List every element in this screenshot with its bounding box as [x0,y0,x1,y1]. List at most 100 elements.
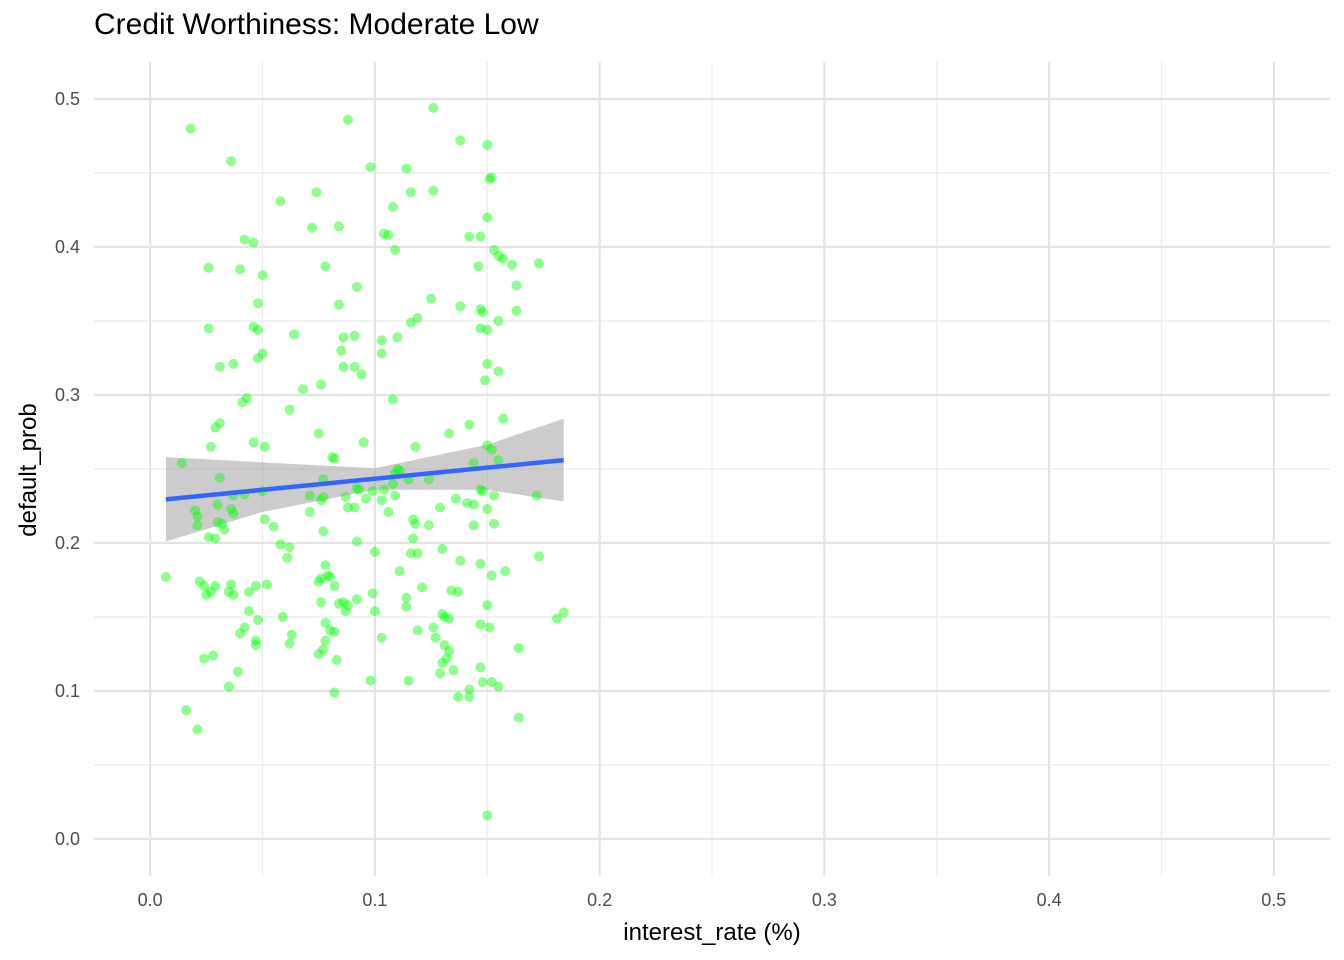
data-point [199,580,210,591]
data-point [428,102,439,113]
x-tick-label: 0.4 [1037,890,1062,910]
data-point [378,228,389,239]
data-point [217,518,228,529]
data-point [201,589,212,600]
x-axis-ticks: 0.0 0.1 0.2 0.3 0.4 0.5 [138,890,1287,910]
data-point [417,582,428,593]
data-point [365,675,376,686]
data-point [376,495,387,506]
data-point [212,499,223,510]
data-point [286,629,297,640]
data-point [462,498,473,509]
data-point [250,580,261,591]
data-point [194,576,205,587]
data-point [342,502,353,513]
data-point [498,253,509,264]
data-point [349,361,360,372]
data-point [444,428,455,439]
data-point [482,810,493,821]
data-point [275,539,286,550]
data-point [444,646,455,657]
data-point [351,536,362,547]
data-point [410,518,421,529]
data-point [477,486,488,497]
data-point [354,484,365,495]
data-point [489,244,500,255]
data-point [511,305,522,316]
data-point [493,681,504,692]
data-point [210,580,221,591]
data-point [367,486,378,497]
data-point [282,552,293,563]
data-point [387,394,398,405]
data-point [322,570,333,581]
data-point [338,597,349,608]
data-point [253,324,264,335]
data-point [394,566,405,577]
data-point [268,521,279,532]
data-point [498,413,509,424]
data-point [192,511,203,522]
data-point [351,281,362,292]
data-point [237,397,248,408]
data-point [426,293,437,304]
data-point [482,503,493,514]
data-point [405,187,416,198]
data-point [297,384,308,395]
data-point [210,533,221,544]
data-point [277,612,288,622]
data-point [394,465,405,476]
data-point [489,518,500,529]
data-point [493,366,504,377]
data-point [306,222,317,233]
data-point [208,650,219,661]
data-point [239,622,250,633]
data-point [475,231,486,242]
data-point [315,573,326,584]
data-point [475,304,486,315]
data-point [228,589,239,600]
data-point [235,628,246,639]
data-point [311,187,322,198]
data-point [232,666,243,677]
data-point [437,609,448,620]
data-point [486,444,497,455]
data-point [408,514,419,525]
data-point [390,490,401,501]
y-tick-label: 0.2 [55,533,80,553]
data-point [428,185,439,196]
data-point [390,244,401,255]
data-point [250,640,261,651]
data-point [392,464,403,474]
data-point [376,632,387,643]
x-tick-label: 0.2 [587,890,612,910]
data-point [338,332,349,343]
data-point [482,600,493,611]
data-point [228,508,239,519]
data-point [475,484,486,495]
data-point [473,261,484,272]
data-point [450,493,461,504]
data-point [360,493,371,504]
data-point [405,548,416,559]
data-point [304,490,315,501]
data-point [320,635,331,646]
data-point [482,324,493,335]
data-point [244,606,255,617]
data-point [484,173,495,184]
data-point [250,635,261,646]
data-point [464,419,475,430]
data-point [439,612,450,622]
x-tick-label: 0.1 [362,890,387,910]
data-point [257,270,268,281]
data-point [486,677,497,688]
data-point [486,172,497,183]
data-point [244,586,255,597]
data-point [203,262,214,273]
data-point [241,392,252,403]
data-point [203,532,214,543]
data-point [533,551,544,562]
y-tick-label: 0.1 [55,681,80,701]
y-tick-label: 0.3 [55,385,80,405]
